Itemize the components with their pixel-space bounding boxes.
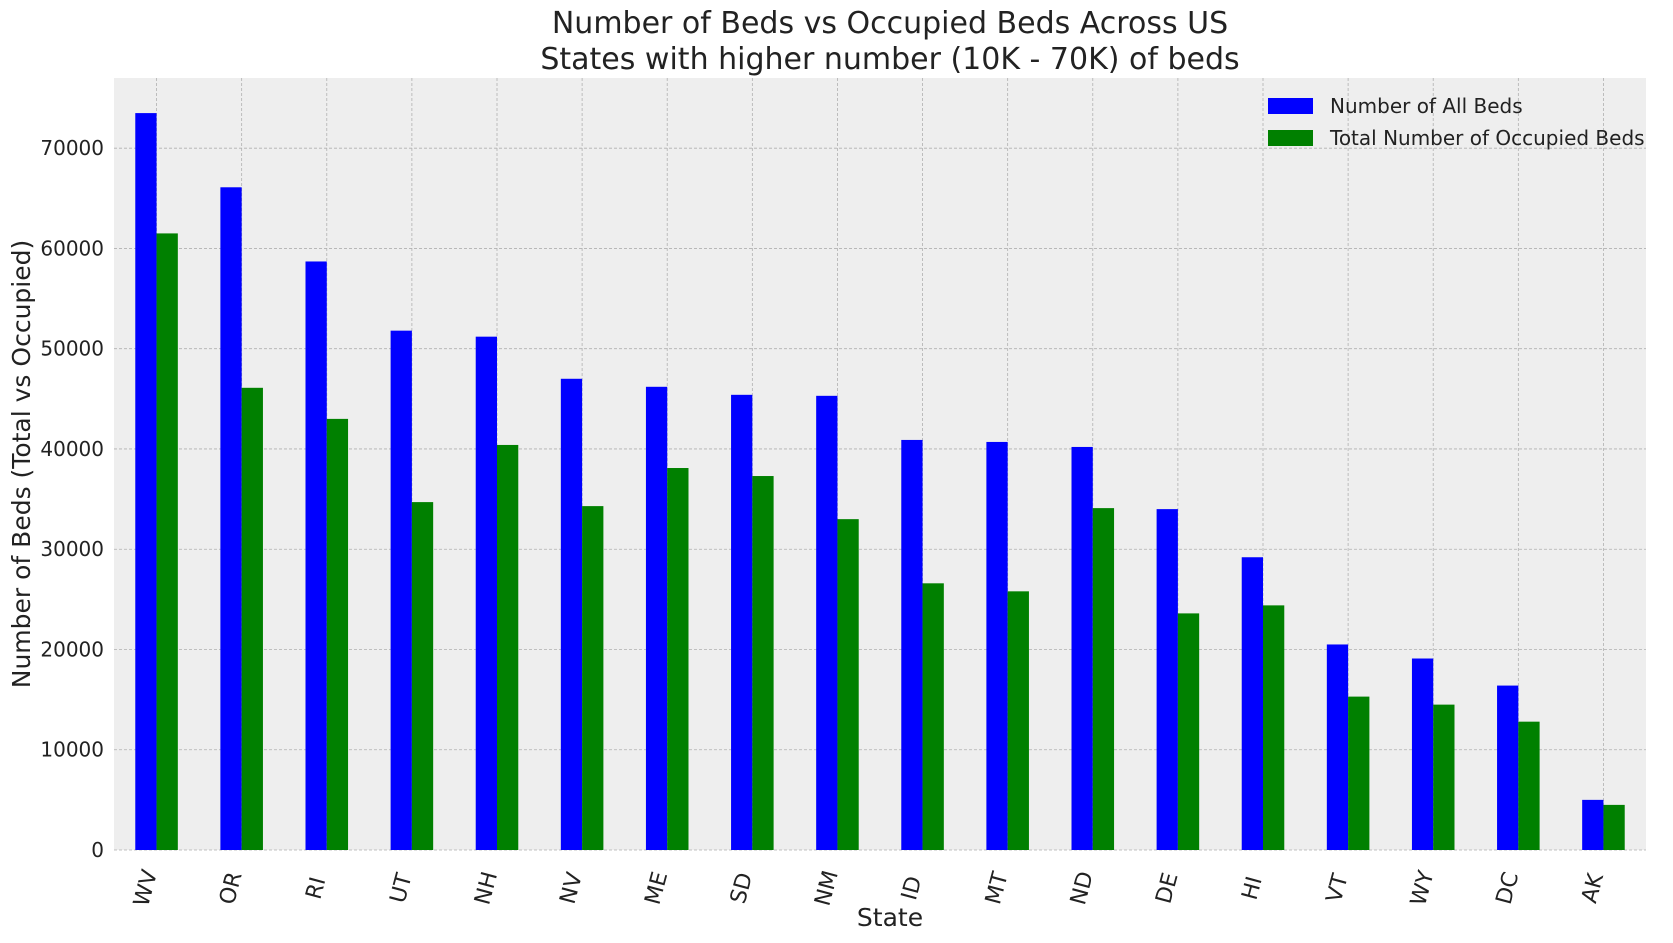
x-axis-label: State — [857, 903, 923, 932]
bar-occupied-beds — [1433, 704, 1455, 850]
x-tick-label: ME — [641, 869, 674, 907]
bar-all-beds — [1071, 446, 1093, 850]
bar-occupied-beds — [667, 468, 689, 850]
bar-occupied-beds — [1348, 696, 1370, 850]
bar-occupied-beds — [1603, 804, 1625, 850]
x-tick-label: HI — [1238, 874, 1268, 903]
x-tick-label: DC — [1492, 869, 1525, 907]
plot-area — [114, 78, 1646, 850]
bar-occupied-beds — [837, 519, 859, 850]
x-tick-label: DE — [1152, 870, 1184, 906]
bar-occupied-beds — [582, 506, 604, 850]
bar-all-beds — [645, 386, 668, 850]
x-tick-label: VT — [1322, 871, 1354, 906]
bar-all-beds — [1241, 557, 1263, 850]
bar-all-beds — [731, 394, 753, 850]
legend: Number of All Beds Total Number of Occupi… — [1268, 94, 1645, 150]
bar-occupied-beds — [1518, 721, 1540, 850]
x-tick-label: WY — [1406, 868, 1439, 909]
bar-occupied-beds — [241, 387, 263, 850]
x-tick-label: UT — [386, 870, 418, 906]
x-tick-label: AK — [1577, 870, 1609, 905]
bar-all-beds — [305, 261, 327, 850]
bar-all-beds — [1156, 509, 1178, 850]
bar-all-beds — [901, 439, 923, 850]
legend-label: Total Number of Occupied Beds — [1329, 126, 1645, 150]
y-axis-ticks: 0 10000 20000 30000 40000 50000 60000 70000 — [40, 136, 104, 862]
y-tick-label: 70000 — [40, 136, 104, 160]
x-tick-label: OR — [215, 869, 248, 907]
bar-occupied-beds — [326, 418, 349, 850]
y-tick-label: 0 — [91, 838, 104, 862]
bar-occupied-beds — [411, 502, 434, 850]
bar-occupied-beds — [1007, 591, 1029, 850]
x-tick-label: NM — [811, 868, 844, 909]
bar-occupied-beds — [752, 476, 774, 850]
x-tick-label: ND — [1066, 869, 1099, 908]
x-tick-label: RI — [302, 875, 332, 903]
y-tick-label: 40000 — [40, 437, 104, 461]
bar-all-beds — [390, 330, 412, 850]
bar-all-beds — [475, 336, 497, 850]
bar-all-beds — [1411, 658, 1434, 850]
chart-title-line-2: States with higher number (10K - 70K) of… — [540, 42, 1239, 77]
x-tick-label: WV — [129, 867, 163, 909]
bar-all-beds — [1582, 799, 1604, 850]
bar-occupied-beds — [1092, 508, 1115, 850]
bar-occupied-beds — [1177, 613, 1200, 850]
y-tick-label: 20000 — [40, 637, 104, 661]
bar-occupied-beds — [1263, 605, 1285, 850]
x-tick-label: ID — [897, 874, 927, 903]
x-tick-label: NV — [556, 870, 588, 907]
chart-title-line-1: Number of Beds vs Occupied Beds Across U… — [552, 6, 1228, 41]
x-tick-label: SD — [726, 870, 758, 906]
legend-label: Number of All Beds — [1330, 94, 1523, 118]
y-tick-label: 30000 — [40, 537, 104, 561]
legend-swatch — [1268, 98, 1313, 114]
bars — [135, 113, 1625, 851]
legend-swatch — [1268, 130, 1313, 146]
bar-all-beds — [135, 113, 157, 850]
x-tick-label: MT — [981, 869, 1014, 907]
bar-all-beds — [560, 378, 583, 850]
y-tick-label: 60000 — [40, 236, 104, 260]
y-tick-label: 10000 — [40, 738, 104, 762]
bar-all-beds — [1326, 644, 1349, 850]
bar-all-beds — [220, 187, 242, 851]
x-tick-label: NH — [470, 869, 503, 907]
y-axis-label: Number of Beds (Total vs Occupied) — [7, 240, 36, 688]
bar-occupied-beds — [922, 583, 944, 850]
bar-all-beds — [1497, 685, 1519, 850]
y-tick-label: 50000 — [40, 337, 104, 361]
bar-all-beds — [816, 395, 838, 850]
bar-occupied-beds — [497, 444, 519, 850]
bar-occupied-beds — [156, 233, 178, 851]
bar-all-beds — [986, 441, 1008, 850]
